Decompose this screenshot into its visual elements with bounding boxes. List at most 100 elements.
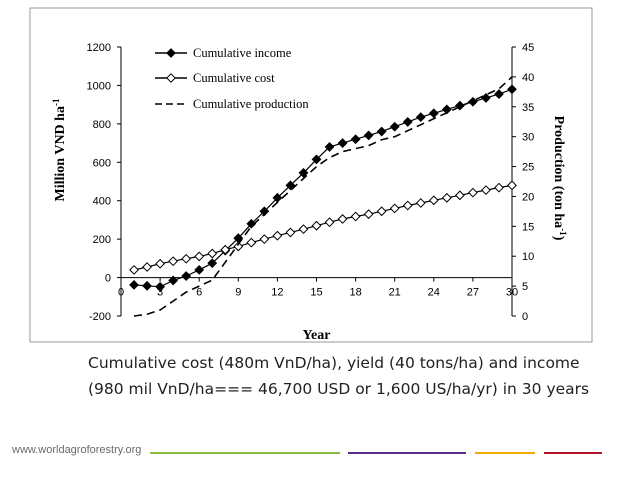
footer-url[interactable]: www.worldagroforestry.org <box>12 444 142 456</box>
cumulative-income-point <box>194 264 205 275</box>
cumulative-cost-point <box>207 248 218 259</box>
legend-cumulative-production-label: Cumulative production <box>193 97 309 111</box>
cumulative-cost-point <box>181 253 192 264</box>
legend-cumulative-income-marker <box>166 48 176 58</box>
cumulative-cost-point <box>311 220 322 231</box>
cumulative-income-point <box>324 142 335 152</box>
y-left-tick-label: 1200 <box>87 42 111 54</box>
cumulative-income-point <box>350 134 361 145</box>
cumulative-income-point <box>181 271 192 281</box>
footer-bar-segment <box>150 452 340 454</box>
cumulative-cost-point <box>142 262 152 272</box>
y-axis-right-title-sup: -1 <box>558 228 568 236</box>
legend-cumulative-income-label: Cumulative income <box>193 46 292 60</box>
y-axis-left-title-text: Million VND ha <box>53 106 68 201</box>
y-right-tick-label: 10 <box>522 251 534 263</box>
footer-bar-segment <box>544 452 602 454</box>
cumulative-cost-point <box>402 200 413 211</box>
cumulative-income-point <box>376 126 387 137</box>
y-axis-right-title-text: Production (ton ha <box>551 116 566 229</box>
y-right-tick-label: 0 <box>522 311 528 323</box>
y-right-tick-label: 5 <box>522 281 528 293</box>
cumulative-income-point <box>467 96 478 107</box>
cumulative-cost-point <box>376 206 387 217</box>
y-right-tick-label: 15 <box>522 221 534 233</box>
cumulative-cost-point <box>441 192 452 203</box>
y-right-tick-label: 40 <box>522 72 534 84</box>
cumulative-income-point <box>168 275 179 286</box>
x-tick-label: 9 <box>235 287 241 299</box>
y-axis-left-title-sup: -1 <box>51 98 61 106</box>
cumulative-cost-point <box>467 187 478 198</box>
cumulative-cost-point <box>259 234 270 245</box>
cumulative-income-point <box>207 258 218 269</box>
x-tick-label: 18 <box>349 287 361 299</box>
x-tick-label: 3 <box>157 287 163 299</box>
cumulative-income-point <box>507 84 517 95</box>
cumulative-cost-point <box>454 190 465 201</box>
footer-bar-segment <box>475 452 535 454</box>
cumulative-cost-point <box>389 203 400 214</box>
y-axis-left-title: Million VND ha-1 <box>51 98 68 201</box>
cumulative-cost-point <box>324 217 335 228</box>
cumulative-cost-point <box>155 258 166 269</box>
x-tick-label: 27 <box>467 287 479 299</box>
cumulative-production-line <box>133 76 513 317</box>
cumulative-cost-point <box>194 251 205 262</box>
caption-line-1: Cumulative cost (480m VnD/ha), yield (40… <box>88 354 580 372</box>
cumulative-income-point <box>298 167 309 178</box>
cumulative-income-point <box>129 279 139 290</box>
x-tick-label: 12 <box>271 287 283 299</box>
caption-line-2: (980 mil VnD/ha=== 46,700 USD or 1,600 U… <box>88 380 590 398</box>
legend-cumulative-cost-marker <box>166 73 176 83</box>
cumulative-cost-point <box>285 227 296 238</box>
cumulative-income-point <box>285 180 296 191</box>
cumulative-income-point <box>246 218 257 229</box>
y-right-tick-label: 20 <box>522 191 534 203</box>
cumulative-income-point <box>142 280 152 291</box>
y-left-tick-label: 400 <box>93 196 111 208</box>
y-left-tick-label: 800 <box>93 119 111 131</box>
y-right-tick-label: 30 <box>522 132 534 144</box>
cumulative-cost-point <box>233 241 244 252</box>
x-tick-label: 15 <box>310 287 322 299</box>
x-tick-label: 6 <box>196 287 202 299</box>
x-axis-title: Year <box>303 328 331 343</box>
cumulative-cost-point <box>220 244 231 255</box>
cumulative-income-point <box>415 112 426 123</box>
cumulative-cost-point <box>415 198 426 208</box>
cumulative-income-point <box>311 154 322 165</box>
cumulative-cost-point <box>298 224 309 235</box>
legend-cumulative-cost-label: Cumulative cost <box>193 71 275 85</box>
y-axis-right-title-close: ) <box>551 236 566 241</box>
x-tick-label: 24 <box>428 287 440 299</box>
y-left-tick-label: 600 <box>93 157 111 169</box>
y-axis-right-title: Production (ton ha-1) <box>551 116 568 241</box>
cumulative-cost-point <box>363 209 374 220</box>
cumulative-income-point <box>363 130 374 141</box>
cumulative-income-point <box>402 117 413 127</box>
cumulative-cost-point <box>428 195 439 206</box>
cumulative-cost-point <box>494 182 504 193</box>
cumulative-cost-point <box>246 237 257 248</box>
cumulative-cost-point <box>168 256 179 267</box>
cumulative-income-point <box>337 138 348 148</box>
cumulative-cost-point <box>507 180 517 191</box>
y-right-tick-label: 35 <box>522 102 534 114</box>
cumulative-cost-point <box>129 264 139 275</box>
cumulative-cost-point <box>481 185 491 196</box>
cumulative-income-point <box>428 108 439 119</box>
y-right-tick-label: 25 <box>522 162 534 174</box>
chart-frame <box>29 7 593 343</box>
cumulative-cost-point <box>337 214 348 224</box>
cumulative-cost-point <box>272 230 283 241</box>
y-left-tick-label: 1000 <box>87 80 111 92</box>
footer-bar-segment <box>348 452 466 454</box>
cumulative-income-point <box>454 100 465 111</box>
x-tick-label: 21 <box>389 287 401 299</box>
y-left-tick-label: 0 <box>105 273 111 285</box>
x-tick-label: 0 <box>118 287 124 299</box>
cumulative-cost-point <box>350 211 361 222</box>
